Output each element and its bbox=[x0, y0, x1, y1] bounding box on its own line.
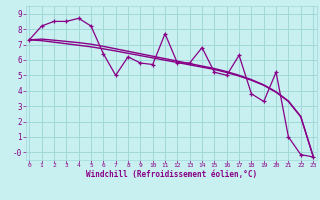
X-axis label: Windchill (Refroidissement éolien,°C): Windchill (Refroidissement éolien,°C) bbox=[86, 170, 257, 179]
